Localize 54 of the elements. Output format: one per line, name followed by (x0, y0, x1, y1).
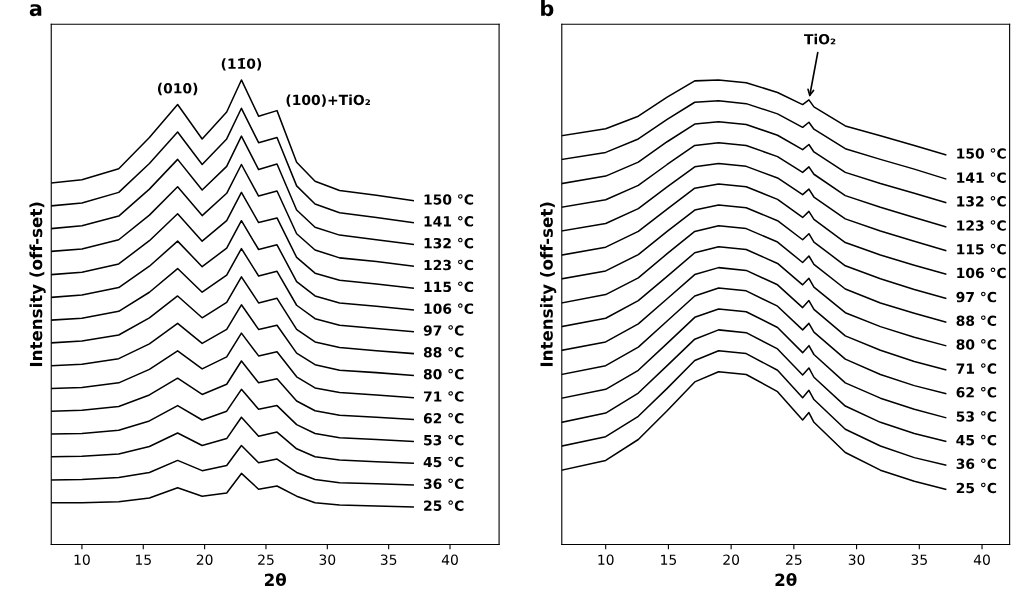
series-label: 71 °C (956, 363, 997, 374)
series-label: 150 °C (424, 194, 474, 205)
x-tick-label: 40 (441, 554, 458, 565)
series-label: 141 °C (957, 172, 1006, 183)
x-tick-label: 10 (74, 554, 90, 565)
x-axis-title: 2θ (264, 573, 286, 587)
x-tick-label: 25 (786, 554, 802, 565)
series-label: 132 °C (424, 237, 474, 249)
chart-title: a (29, 4, 42, 17)
series-label: 106 °C (957, 267, 1006, 279)
series-label: 106 °C (424, 303, 474, 314)
series-label: 97 °C (423, 325, 464, 336)
series-label: 45 °C (956, 434, 997, 446)
y-axis-title: Intensity (off-set) (29, 202, 46, 367)
x-tick-label: 20 (723, 554, 740, 565)
series-label: 88 °C (956, 315, 997, 327)
series-label: 123 °C (957, 220, 1006, 231)
x-axis-title: 2θ (775, 573, 797, 587)
x-tick-label: 20 (196, 554, 213, 565)
x-tick-label: 15 (135, 554, 151, 565)
series-label: 97 °C (956, 291, 997, 303)
series-label: 88 °C (423, 347, 464, 358)
x-tick-label: 15 (661, 554, 677, 565)
series-label: 53 °C (956, 411, 997, 422)
x-tick-label: 25 (258, 554, 274, 565)
series-label: 80 °C (423, 368, 464, 380)
series-label: 80 °C (956, 339, 997, 350)
series-label: 53 °C (424, 434, 464, 446)
series-label: 123 °C (424, 259, 474, 271)
annotation: TiO₂ (804, 33, 836, 45)
x-tick-label: 35 (911, 554, 927, 565)
series-label: 36 °C (956, 458, 997, 470)
series-label: 25 °C (956, 482, 997, 494)
series-label: 132 °C (957, 196, 1006, 207)
series-label: 115 °C (957, 243, 1006, 255)
x-tick-label: 10 (598, 554, 614, 565)
x-tick-label: 40 (973, 554, 990, 565)
series-label: 62 °C (956, 386, 997, 398)
x-tick-label: 30 (848, 554, 865, 565)
series-label: 45 °C (423, 456, 464, 468)
series-label: 62 °C (423, 412, 464, 424)
chart-title: b (541, 0, 554, 17)
annotation: (100)+TiO₂ (286, 94, 371, 107)
series-label: 71 °C (423, 391, 464, 402)
y-axis-title: Intensity (off-set) (539, 202, 557, 367)
x-tick-label: 35 (380, 554, 397, 565)
series-label: 36 °C (423, 478, 464, 490)
annotation: (010) (157, 82, 198, 96)
series-label: 25 °C (424, 500, 464, 511)
series-label: 115 °C (424, 281, 474, 293)
x-tick-label: 30 (319, 554, 336, 565)
series-label: 150 °C (957, 148, 1006, 159)
series-label: 141 °C (424, 215, 474, 227)
annotation: (11̄0) (221, 58, 262, 71)
